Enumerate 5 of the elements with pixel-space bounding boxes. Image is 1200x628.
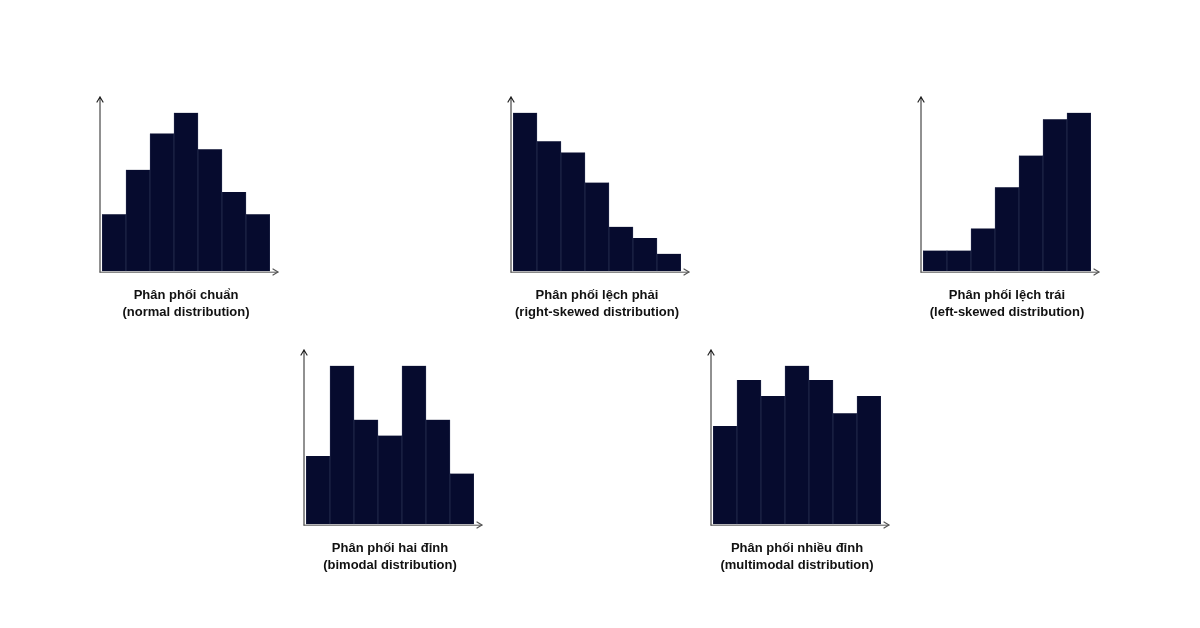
x-axis-title: Phân phối hai đỉnh (bimodal distribution): [323, 540, 457, 573]
x-axis-title: Phân phối chuẩn (normal distribution): [122, 287, 250, 320]
x-axis-title: Phân phối lệch phải (right-skewed distribution): [515, 287, 679, 320]
x-axis-title: Phân phối nhiều đỉnh (multimodal distribution): [720, 540, 874, 573]
x-axis-title: Phân phối lệch trái (left-skewed distribution): [929, 287, 1085, 320]
